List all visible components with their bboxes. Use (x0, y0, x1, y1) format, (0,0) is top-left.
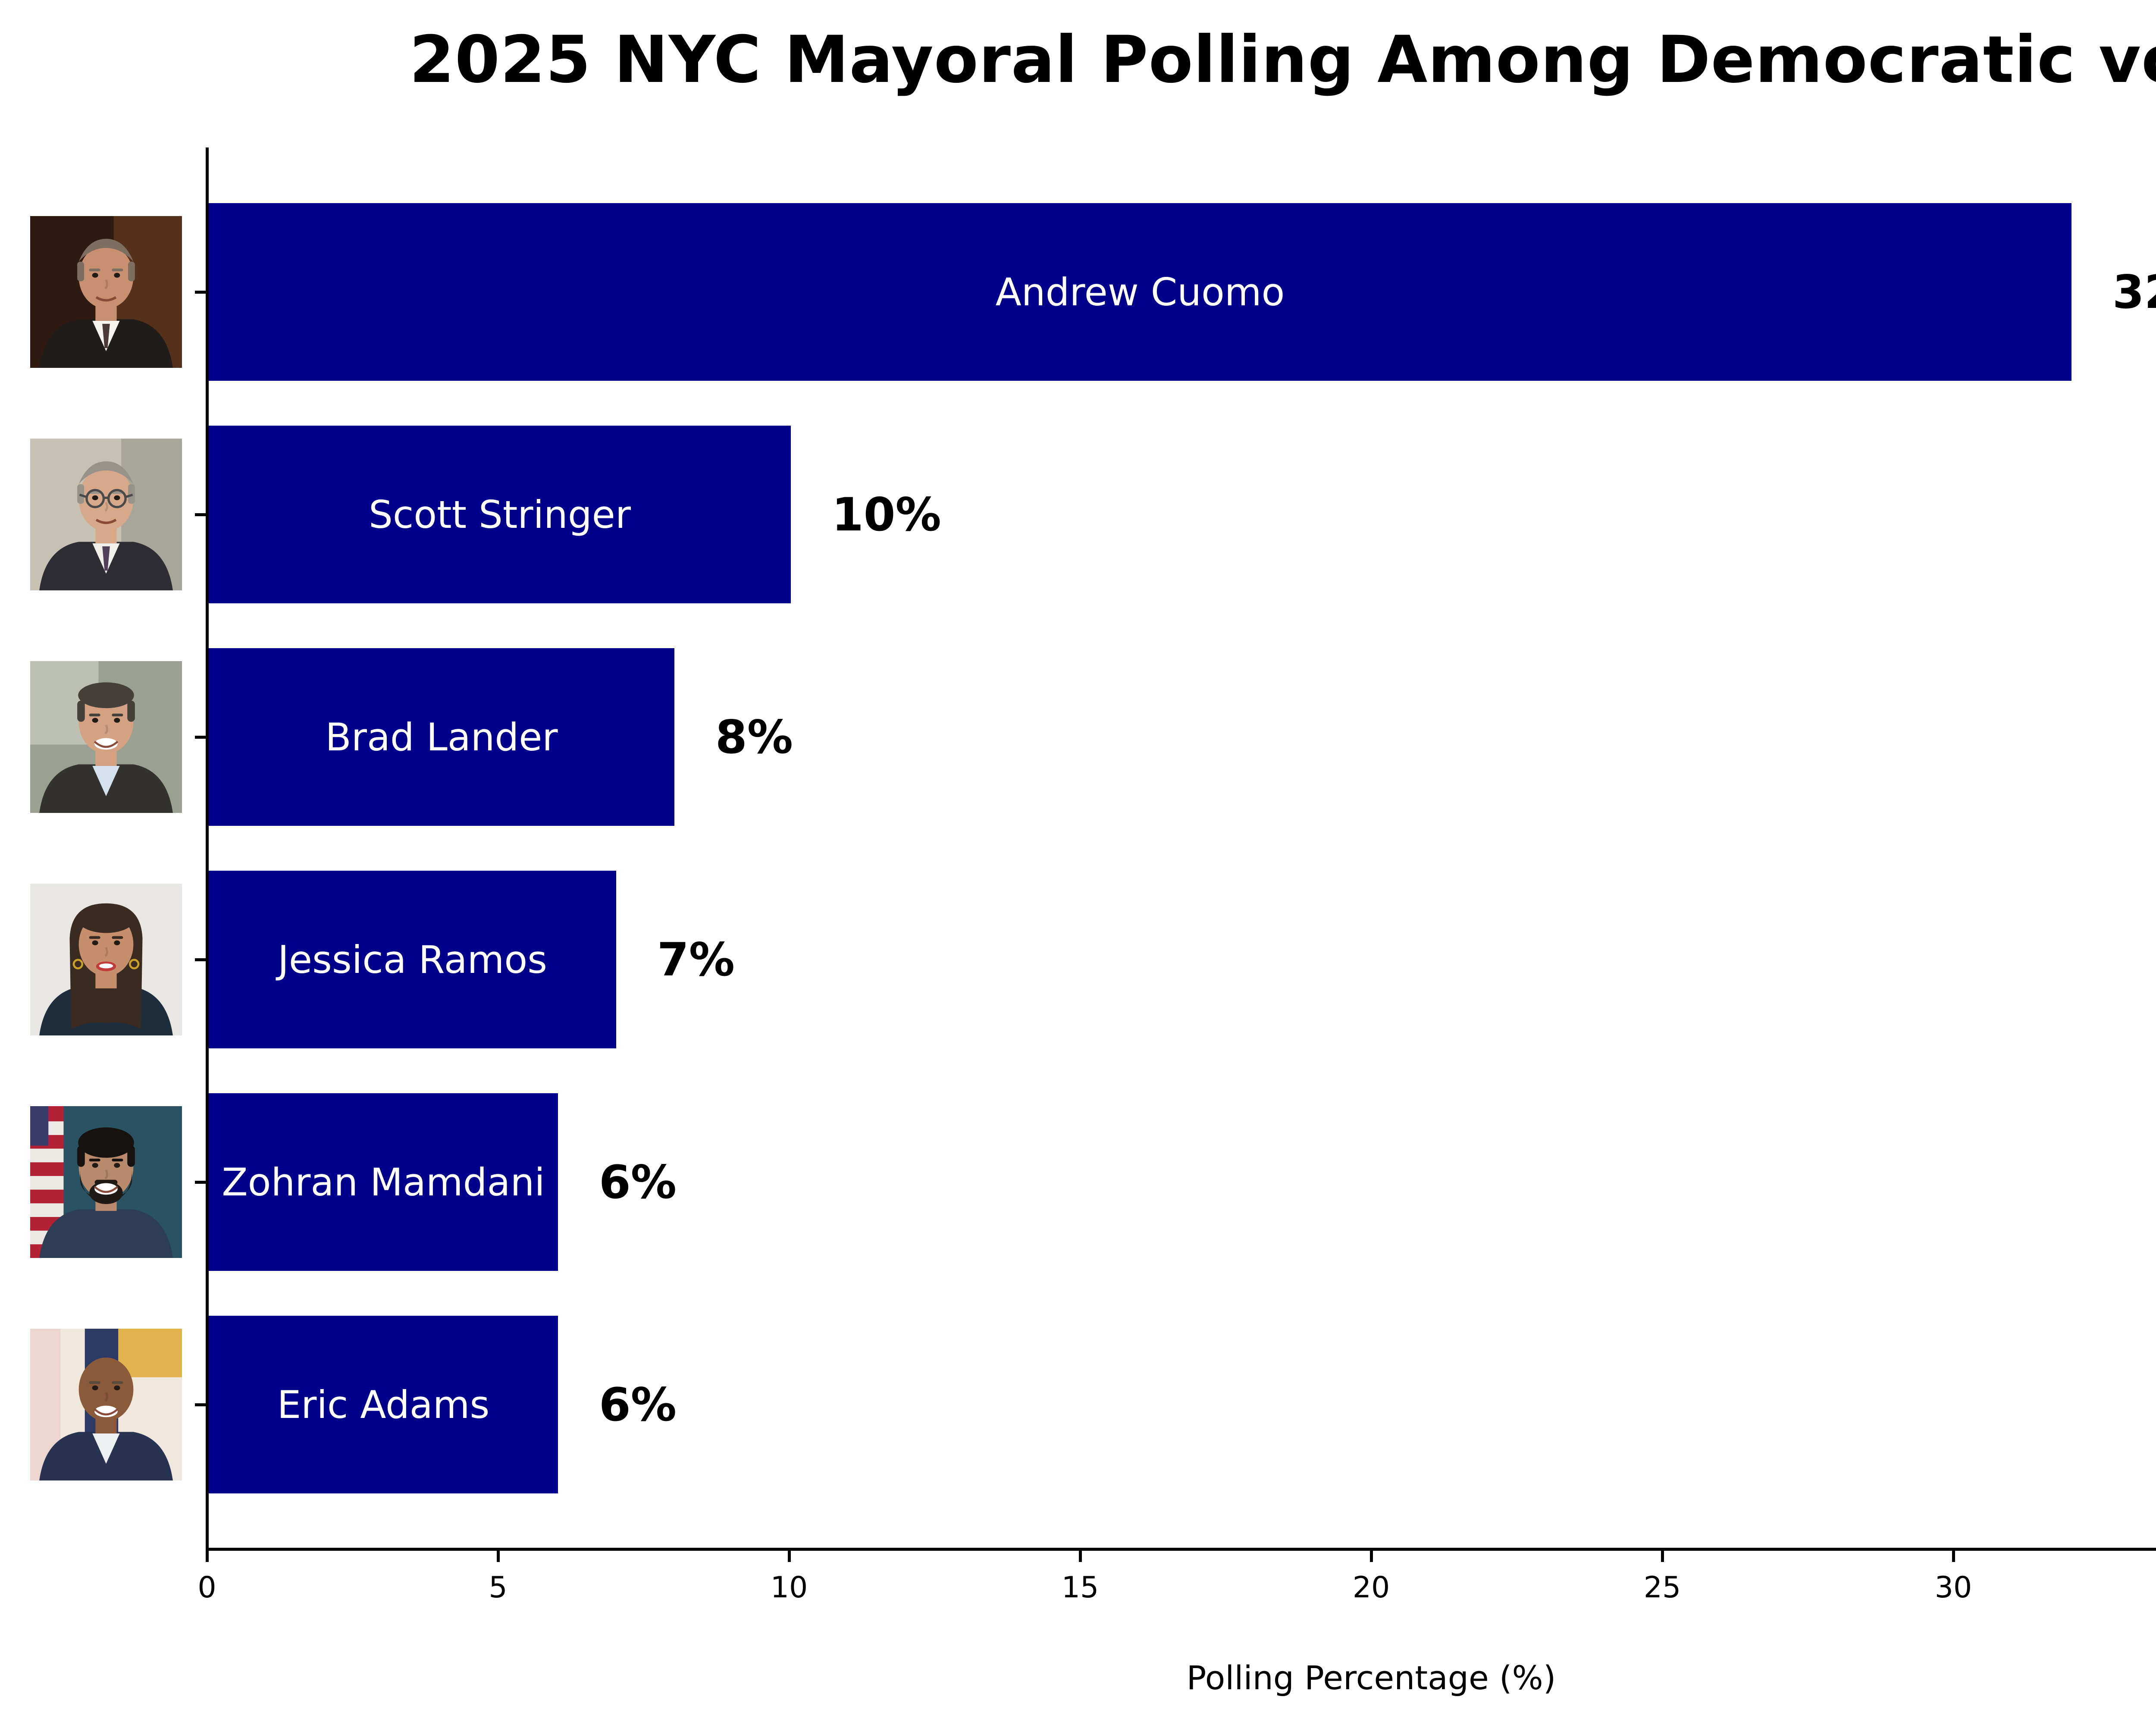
value-label: 6% (599, 1155, 677, 1209)
bar-andrew-cuomo: Andrew Cuomo (209, 203, 2071, 381)
value-label: 10% (832, 488, 941, 541)
candidate-photo-jessica-ramos (30, 884, 182, 1035)
bar-label: Andrew Cuomo (995, 270, 1285, 314)
x-tick-mark (1661, 1551, 1664, 1562)
x-tick-mark (1078, 1551, 1082, 1562)
x-tick-mark (1369, 1551, 1373, 1562)
y-tick-mark (195, 958, 206, 961)
x-tick-label: 30 (1934, 1571, 1972, 1605)
value-label: 6% (599, 1378, 677, 1431)
bar-brad-lander: Brad Lander (209, 648, 674, 826)
x-tick-mark (205, 1551, 209, 1562)
bar-label: Jessica Ramos (277, 937, 548, 982)
x-tick-mark (1952, 1551, 1955, 1562)
x-tick-label: 20 (1352, 1571, 1390, 1605)
bar-label: Zohran Mamdani (222, 1160, 545, 1204)
bar-zohran-mamdani: Zohran Mamdani (209, 1093, 558, 1271)
value-label: 7% (657, 933, 735, 986)
candidate-photo-scott-stringer (30, 439, 182, 590)
bar-scott-stringer: Scott Stringer (209, 426, 791, 603)
y-axis-spine (206, 147, 209, 1551)
bar-label: Eric Adams (277, 1382, 490, 1427)
value-label: 8% (715, 710, 793, 764)
candidate-photo-brad-lander (30, 661, 182, 813)
candidate-photo-zohran-mamdani (30, 1106, 182, 1258)
y-tick-mark (195, 1180, 206, 1184)
bar-label: Brad Lander (325, 715, 558, 759)
x-tick-mark (496, 1551, 500, 1562)
y-tick-mark (195, 1403, 206, 1406)
x-tick-label: 15 (1061, 1571, 1099, 1605)
x-tick-mark (787, 1551, 791, 1562)
y-tick-mark (195, 513, 206, 516)
candidate-photo-andrew-cuomo (30, 216, 182, 368)
y-tick-mark (195, 290, 206, 294)
y-tick-mark (195, 735, 206, 739)
bar-label: Scott Stringer (368, 492, 631, 537)
x-axis-label: Polling Percentage (%) (1186, 1659, 1556, 1697)
x-axis-spine (206, 1548, 2156, 1551)
x-tick-label: 25 (1643, 1571, 1681, 1605)
bar-eric-adams: Eric Adams (209, 1316, 558, 1493)
x-tick-label: 10 (770, 1571, 808, 1605)
chart-title: 2025 NYC Mayoral Polling Among Democrati… (409, 22, 2156, 97)
value-label: 32% (2112, 265, 2156, 319)
x-tick-label: 5 (489, 1571, 508, 1605)
bar-jessica-ramos: Jessica Ramos (209, 871, 616, 1048)
x-tick-label: 0 (197, 1571, 216, 1605)
candidate-photo-eric-adams (30, 1329, 182, 1480)
